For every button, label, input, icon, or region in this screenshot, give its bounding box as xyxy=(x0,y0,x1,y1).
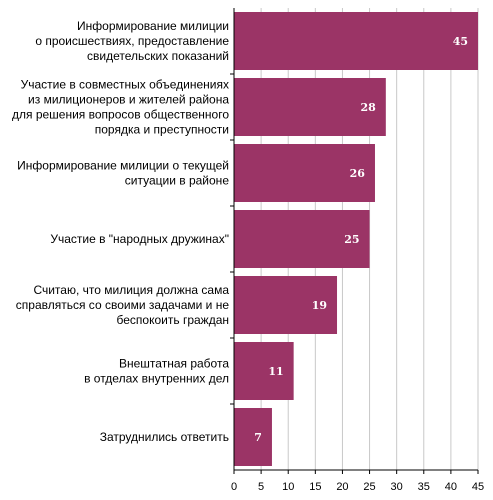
x-tick-label: 45 xyxy=(472,481,484,493)
bar-value-label: 45 xyxy=(453,35,468,48)
bar-value-label: 7 xyxy=(254,431,262,444)
x-tick-label: 15 xyxy=(309,481,321,493)
category-label-line: в отделах внутренних дел xyxy=(84,372,229,386)
category-label: Информирование милиции о происшествиях, п… xyxy=(35,19,229,63)
category-label-line: беспокоить граждан xyxy=(117,313,229,327)
category-label-line: Считаю, что милиция должна сама xyxy=(33,283,229,297)
bar-value-label: 26 xyxy=(350,167,366,180)
tick-labels: 0 5 10 15 20 25 30 35 40 45 xyxy=(231,481,484,493)
category-label-line: о происшествиях, предоставление xyxy=(35,34,229,48)
category-label-line: Затруднились ответить xyxy=(100,430,229,444)
category-label-line: ситуации в районе xyxy=(125,174,230,188)
x-tick-label: 0 xyxy=(231,481,237,493)
category-label-line: Информирование милиции xyxy=(77,19,229,33)
category-label-line: Информирование милиции о текущей xyxy=(17,159,229,173)
bar xyxy=(234,210,370,268)
x-tick-label: 25 xyxy=(363,481,375,493)
bar xyxy=(234,12,478,70)
x-tick-label: 10 xyxy=(282,481,294,493)
x-tick-label: 30 xyxy=(391,481,403,493)
x-tick-label: 35 xyxy=(418,481,430,493)
bar xyxy=(234,78,386,136)
category-label: Участие в "народных дружинах" xyxy=(50,232,229,246)
category-label-line: для решения вопросов общественного xyxy=(12,108,229,122)
category-label-line: Участие в совместных объединениях xyxy=(21,78,229,92)
category-label-line: из милиционеров и жителей района xyxy=(28,93,229,107)
x-tick-label: 40 xyxy=(445,481,457,493)
category-label-line: справляться со своими задачами и не xyxy=(16,298,230,312)
category-label: Внештатная работа в отделах внутренних де… xyxy=(84,357,229,386)
category-label: Затруднились ответить xyxy=(100,430,229,444)
bar-value-label: 11 xyxy=(268,365,283,378)
bars: 45 28 26 25 19 11 7 xyxy=(234,12,478,466)
category-label-line: свидетельских показаний xyxy=(87,49,229,63)
category-labels: Информирование милиции о происшествиях, п… xyxy=(12,19,229,444)
category-label: Считаю, что милиция должна сама справлять… xyxy=(16,283,230,327)
category-label: Участие в совместных объединениях из мили… xyxy=(12,78,229,137)
axes xyxy=(230,8,479,474)
bar-value-label: 19 xyxy=(312,299,327,312)
x-tick-label: 5 xyxy=(258,481,264,493)
category-label-line: Участие в "народных дружинах" xyxy=(50,232,229,246)
bar xyxy=(234,342,294,400)
bar-value-label: 25 xyxy=(344,233,359,246)
category-label-line: Внештатная работа xyxy=(119,357,229,371)
x-tick-label: 20 xyxy=(336,481,348,493)
bar xyxy=(234,408,272,466)
bar xyxy=(234,144,375,202)
category-label: Информирование милиции о текущей ситуации… xyxy=(17,159,229,188)
bar xyxy=(234,276,338,334)
bar-value-label: 28 xyxy=(361,101,377,114)
category-label-line: порядка и преступности xyxy=(95,123,229,137)
